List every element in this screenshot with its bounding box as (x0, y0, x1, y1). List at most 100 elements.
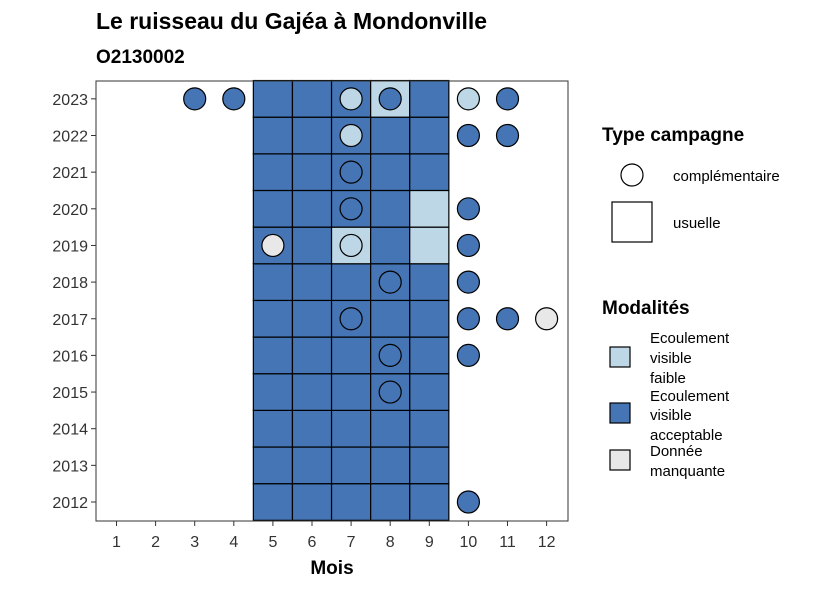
point-2018-8 (378, 270, 402, 294)
point-2022-7 (339, 123, 363, 148)
cell-2019-8 (370, 226, 411, 265)
cell-2020-9 (409, 189, 450, 228)
cell-2016-9 (409, 336, 450, 375)
point-2017-11 (495, 307, 520, 331)
point-2016-10 (456, 343, 480, 367)
cell-2013-9 (409, 446, 450, 485)
cell-2023-9 (409, 79, 450, 118)
x-tick-label: 11 (499, 534, 516, 551)
y-tick-label: 2020 (52, 202, 88, 219)
legend-circle-symbol (620, 163, 644, 187)
y-tick-label: 2021 (52, 165, 88, 182)
cell-2016-5 (252, 336, 294, 375)
cell-2017-5 (252, 299, 294, 338)
cell-2020-8 (370, 189, 411, 228)
cell-2015-5 (252, 373, 294, 411)
y-tick-label: 2012 (52, 495, 88, 512)
point-2017-10 (456, 307, 480, 331)
cell-2012-7 (330, 483, 372, 521)
cell-2014-9 (409, 409, 450, 448)
legend-label-usuelle: usuelle (673, 215, 721, 232)
cell-2018-5 (252, 263, 294, 302)
cell-2023-5 (252, 79, 294, 118)
cell-2022-9 (409, 116, 450, 155)
legend-type-campagne: Type campagne complémentaire usuelle (602, 125, 780, 243)
cell-2021-9 (409, 153, 450, 192)
cell-2018-9 (409, 263, 450, 302)
legend-title-modalites: Modalités (602, 298, 690, 319)
cell-2012-9 (409, 483, 450, 521)
cell-2019-6 (291, 226, 333, 265)
x-tick-label: 6 (308, 534, 317, 551)
point-2022-11 (495, 123, 520, 148)
cell-2012-5 (252, 483, 294, 521)
point-2017-12 (534, 307, 559, 331)
y-tick-label: 2018 (52, 275, 88, 292)
legend-key-faible (609, 346, 631, 368)
cell-2017-8 (370, 299, 411, 338)
legend-label-acceptable: Ecoulement visible acceptable (650, 388, 730, 444)
x-tick-label: 12 (538, 534, 556, 551)
point-2021-7 (339, 160, 363, 184)
cell-2012-6 (291, 483, 333, 521)
point-2023-10 (456, 87, 480, 111)
plot-panel (95, 80, 569, 522)
point-2022-10 (456, 123, 480, 148)
cell-2021-8 (370, 153, 411, 192)
point-2023-8 (378, 87, 402, 111)
y-tick-label: 2013 (52, 458, 88, 475)
cell-2021-6 (291, 153, 333, 192)
cell-2020-5 (252, 189, 294, 228)
y-tick-label: 2019 (52, 238, 88, 255)
cell-2014-5 (252, 409, 294, 448)
x-axis: 1 2 3 4 5 6 7 8 9 10 11 12 (112, 521, 556, 551)
point-2016-8 (378, 343, 402, 367)
x-tick-label: 3 (190, 534, 199, 551)
point-2023-7 (339, 87, 363, 111)
x-tick-label: 4 (229, 534, 238, 551)
x-tick-label: 5 (268, 534, 277, 551)
y-tick-label: 2017 (52, 312, 88, 329)
cell-2019-9 (409, 226, 450, 265)
point-2019-7 (339, 233, 363, 258)
cell-2022-5 (252, 116, 294, 155)
cell-2022-8 (370, 116, 411, 155)
point-2023-4 (222, 87, 246, 111)
x-tick-label: 9 (425, 534, 434, 551)
cell-2017-9 (409, 299, 450, 338)
x-tick-label: 8 (386, 534, 395, 551)
cell-2016-7 (330, 336, 372, 375)
cell-2014-7 (330, 409, 372, 448)
campaign-points (183, 87, 559, 514)
point-2017-7 (339, 307, 363, 331)
chart-title: Le ruisseau du Gajéa à Mondonville (96, 8, 487, 34)
cell-2013-5 (252, 446, 294, 485)
chart-subtitle: O2130002 (96, 47, 185, 68)
point-2018-10 (456, 270, 480, 294)
y-tick-label: 2014 (52, 422, 88, 439)
point-2023-11 (495, 87, 520, 111)
y-tick-label: 2016 (52, 348, 88, 365)
x-tick-label: 7 (347, 534, 356, 551)
cell-2018-7 (330, 263, 372, 302)
cell-2013-8 (370, 446, 411, 485)
cell-2020-6 (291, 189, 333, 228)
cell-2017-6 (291, 299, 333, 338)
y-tick-label: 2015 (52, 385, 88, 402)
y-tick-label: 2023 (52, 92, 88, 109)
cell-2014-8 (370, 409, 411, 448)
y-axis: 2012 2013 2014 2015 2016 2017 2018 2019 2020 2021… (52, 92, 96, 512)
cell-2015-9 (409, 373, 450, 411)
cell-2022-6 (291, 116, 333, 155)
point-2019-5 (261, 233, 285, 258)
x-tick-label: 1 (112, 534, 121, 551)
point-2020-7 (339, 197, 363, 221)
cell-2016-6 (291, 336, 333, 375)
cell-2021-5 (252, 153, 294, 192)
cell-2018-6 (291, 263, 333, 302)
cell-2023-6 (291, 79, 333, 118)
x-tick-label: 2 (151, 534, 160, 551)
legend-square-symbol (611, 201, 653, 243)
legend-key-manquante (609, 449, 631, 471)
